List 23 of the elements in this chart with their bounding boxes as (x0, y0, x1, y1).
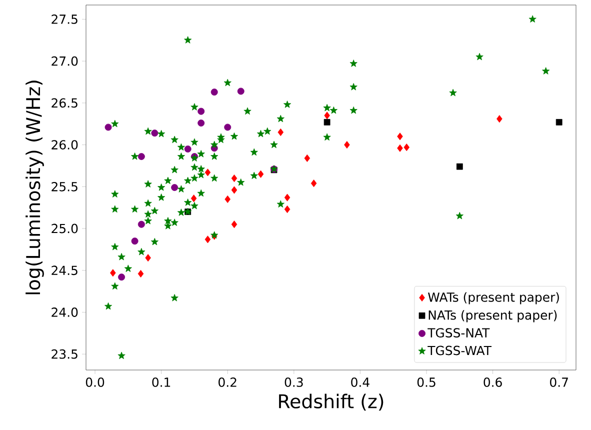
legend-label: TGSS-WAT (428, 346, 492, 356)
y-tick-label: 25.0 (52, 224, 78, 234)
x-tick-label: 0.4 (351, 378, 370, 387)
y-tick-label: 23.5 (52, 349, 78, 359)
x-tick-label: 0.3 (284, 378, 303, 387)
x-tick-label: 0.6 (484, 378, 502, 387)
x-tick-label: 0.7 (550, 378, 568, 387)
x-tick-label: 0.0 (86, 378, 104, 387)
y-tick-label: 24.0 (52, 308, 78, 317)
x-tick-label: 0.2 (218, 378, 236, 387)
x-tick-label: 0.5 (417, 378, 436, 387)
legend-label: NATs (present paper) (428, 310, 557, 322)
legend-label: WATs (present paper) (428, 292, 559, 304)
y-tick-label: 27.0 (52, 56, 78, 66)
x-tick-label: 0.1 (152, 378, 170, 387)
legend-label: TGSS-NAT (428, 328, 490, 338)
y-tick-label: 26.0 (52, 140, 78, 150)
y-tick-label: 25.5 (52, 182, 78, 192)
y-tick-label: 24.5 (52, 266, 78, 276)
x-axis-title: Redshift (z) (279, 394, 384, 411)
y-axis-title: log(Luminosity) (W/Hz) (26, 80, 44, 294)
y-tick-label: 26.5 (52, 98, 78, 108)
y-tick-label: 27.5 (52, 14, 78, 24)
